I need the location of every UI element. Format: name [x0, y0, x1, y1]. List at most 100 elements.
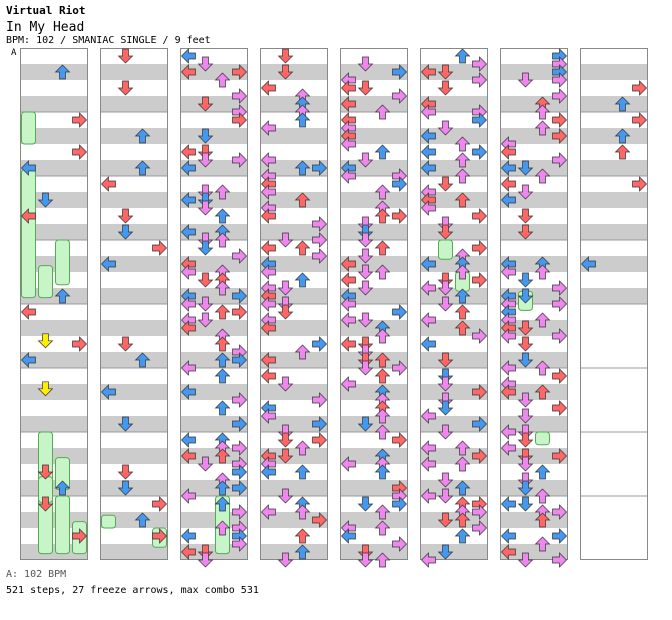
step-arrow-up	[614, 96, 631, 112]
step-arrow-left	[421, 312, 436, 328]
step-arrow-down	[437, 512, 454, 528]
step-arrow-right	[232, 248, 247, 264]
beat-stripe	[500, 480, 568, 496]
step-arrow-left	[421, 336, 436, 352]
step-stats: 521 steps, 27 freeze arrows, max combo 5…	[6, 585, 259, 596]
step-arrow-up	[134, 128, 151, 144]
step-arrow-right	[552, 552, 567, 568]
step-arrow-down	[37, 496, 54, 512]
beat-stripe	[420, 128, 488, 144]
beat-stripe	[500, 320, 568, 336]
step-arrow-left	[501, 424, 516, 440]
step-arrow-left	[501, 528, 516, 544]
beat-stripe	[340, 64, 408, 80]
step-arrow-right	[72, 112, 87, 128]
step-arrow-up	[214, 72, 231, 88]
step-arrow-left	[101, 256, 116, 272]
step-arrow-right	[392, 304, 407, 320]
step-arrow-down	[517, 496, 534, 512]
step-arrow-down	[277, 424, 294, 440]
step-arrow-up	[214, 232, 231, 248]
step-arrow-up	[534, 168, 551, 184]
beat-stripe	[340, 416, 408, 432]
beat-stripe	[180, 512, 248, 528]
step-arrow-down	[437, 296, 454, 312]
step-arrow-down	[437, 176, 454, 192]
chart-column	[260, 48, 328, 560]
step-arrow-left	[341, 272, 356, 288]
step-arrow-left	[501, 440, 516, 456]
step-arrow-down	[197, 56, 214, 72]
section-marker: A	[11, 48, 17, 58]
beat-stripe	[260, 448, 328, 464]
step-arrow-right	[632, 112, 647, 128]
step-arrow-down	[517, 224, 534, 240]
beat-stripe	[260, 96, 328, 112]
beat-stripe	[20, 416, 88, 432]
chart-meta: BPM: 102 / SMANIAC SINGLE / 9 feet	[6, 35, 211, 46]
step-arrow-left	[341, 312, 356, 328]
step-arrow-left	[261, 296, 276, 312]
step-arrow-right	[552, 328, 567, 344]
step-arrow-up	[294, 544, 311, 560]
step-arrow-right	[232, 392, 247, 408]
step-arrow-down	[117, 336, 134, 352]
step-arrow-left	[181, 488, 196, 504]
beat-stripe	[180, 224, 248, 240]
step-arrow-right	[392, 432, 407, 448]
step-arrow-up	[54, 480, 71, 496]
step-arrow-up	[294, 504, 311, 520]
beat-stripe	[340, 256, 408, 272]
step-arrow-right	[232, 64, 247, 80]
step-arrow-left	[501, 384, 516, 400]
beat-stripe	[20, 320, 88, 336]
step-arrow-left	[261, 208, 276, 224]
step-arrow-left	[581, 256, 596, 272]
step-arrow-down	[437, 64, 454, 80]
beat-stripe	[580, 128, 648, 144]
column-frame	[420, 48, 488, 560]
step-arrow-up	[534, 536, 551, 552]
step-arrow-down	[517, 160, 534, 176]
step-arrow-left	[421, 64, 436, 80]
beat-stripe	[20, 480, 88, 496]
step-arrow-down	[37, 192, 54, 208]
step-arrow-right	[552, 88, 567, 104]
beat-stripe	[20, 288, 88, 304]
step-arrow-up	[294, 160, 311, 176]
step-arrow-right	[472, 504, 487, 520]
step-arrow-up	[454, 512, 471, 528]
beat-stripe	[260, 384, 328, 400]
chart-column	[20, 48, 88, 560]
step-arrow-right	[472, 144, 487, 160]
step-arrow-up	[214, 304, 231, 320]
step-arrow-up	[54, 288, 71, 304]
step-arrow-down	[437, 472, 454, 488]
step-arrow-down	[277, 232, 294, 248]
step-arrow-right	[552, 112, 567, 128]
step-arrow-down	[117, 480, 134, 496]
beat-stripe	[100, 256, 168, 272]
beat-stripe	[500, 192, 568, 208]
step-arrow-right	[632, 80, 647, 96]
beat-stripe	[180, 544, 248, 560]
step-arrow-down	[517, 320, 534, 336]
step-arrow-left	[261, 504, 276, 520]
step-arrow-up	[214, 520, 231, 536]
step-arrow-down	[277, 432, 294, 448]
step-arrow-down	[437, 376, 454, 392]
beat-stripe	[260, 160, 328, 176]
step-arrow-down	[517, 288, 534, 304]
step-arrow-down	[437, 392, 454, 408]
step-arrow-left	[181, 544, 196, 560]
step-arrow-up	[374, 328, 391, 344]
step-arrow-up	[454, 152, 471, 168]
step-arrow-left	[261, 120, 276, 136]
freeze-arrow	[21, 111, 36, 145]
step-arrow-right	[552, 528, 567, 544]
chart-column	[100, 48, 168, 560]
step-arrow-right	[232, 480, 247, 496]
step-arrow-left	[501, 496, 516, 512]
step-arrow-down	[517, 184, 534, 200]
step-arrow-down	[517, 392, 534, 408]
